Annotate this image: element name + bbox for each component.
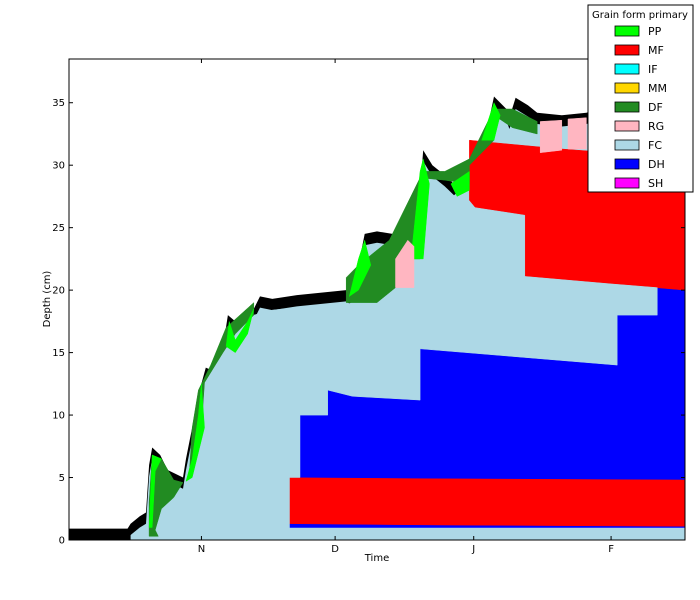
legend-label-RG: RG	[648, 120, 664, 133]
legend-swatch-IF	[614, 63, 640, 75]
y-tick-label: 10	[52, 411, 65, 422]
layer-PP-9	[225, 308, 255, 353]
y-tick-label: 0	[59, 536, 65, 547]
ground-crust	[69, 528, 131, 540]
legend-swatch-RG	[614, 120, 640, 132]
legend-label-DF: DF	[648, 101, 663, 114]
legend-swatch-DF	[614, 101, 640, 113]
layer-PP-10	[348, 239, 372, 297]
legend-swatch-DH	[614, 158, 640, 170]
x-tick-label: J	[471, 544, 475, 555]
layer-PP-8	[185, 383, 205, 482]
x-tick-label: D	[331, 544, 339, 555]
legend-swatch-FC	[614, 139, 640, 151]
y-tick-label: 20	[52, 286, 65, 297]
y-axis-label: Depth (cm)	[42, 271, 53, 328]
layer-RG-16	[567, 117, 587, 150]
y-tick-label: 15	[52, 348, 65, 359]
layer-PP-7	[148, 454, 162, 528]
y-tick-label: 5	[59, 473, 65, 484]
legend-swatch-MM	[614, 82, 640, 94]
layer-PP-13	[481, 102, 501, 141]
legend-label-PP: PP	[648, 25, 662, 38]
legend-label-DH: DH	[648, 158, 665, 171]
legend-swatch-SH	[614, 177, 640, 189]
legend-swatch-MF	[614, 44, 640, 56]
y-tick-label: 35	[52, 98, 65, 109]
layer-DF-4	[148, 454, 184, 537]
legend-label-MM: MM	[648, 82, 667, 95]
x-tick-label: F	[608, 544, 614, 555]
x-axis-label: Time	[364, 553, 389, 564]
legend-box	[587, 4, 694, 193]
legend-title: Grain form primary	[592, 10, 688, 21]
layer-PP-11	[410, 158, 430, 260]
layer-RG-15	[539, 119, 563, 153]
legend-label-SH: SH	[648, 177, 663, 190]
legend-swatch-PP	[614, 25, 640, 37]
x-tick-label: N	[198, 544, 205, 555]
plot-frame	[68, 58, 686, 541]
y-tick-label: 25	[52, 223, 65, 234]
legend: Grain form primary PP MF IF MM DF RG FC DH SH	[587, 4, 694, 193]
layer-PP-12	[450, 170, 470, 197]
legend-label-IF: IF	[648, 63, 658, 76]
y-tick-label: 30	[52, 161, 65, 172]
legend-label-MF: MF	[648, 44, 664, 57]
layer-RG-14	[395, 239, 415, 288]
legend-label-FC: FC	[648, 139, 662, 152]
